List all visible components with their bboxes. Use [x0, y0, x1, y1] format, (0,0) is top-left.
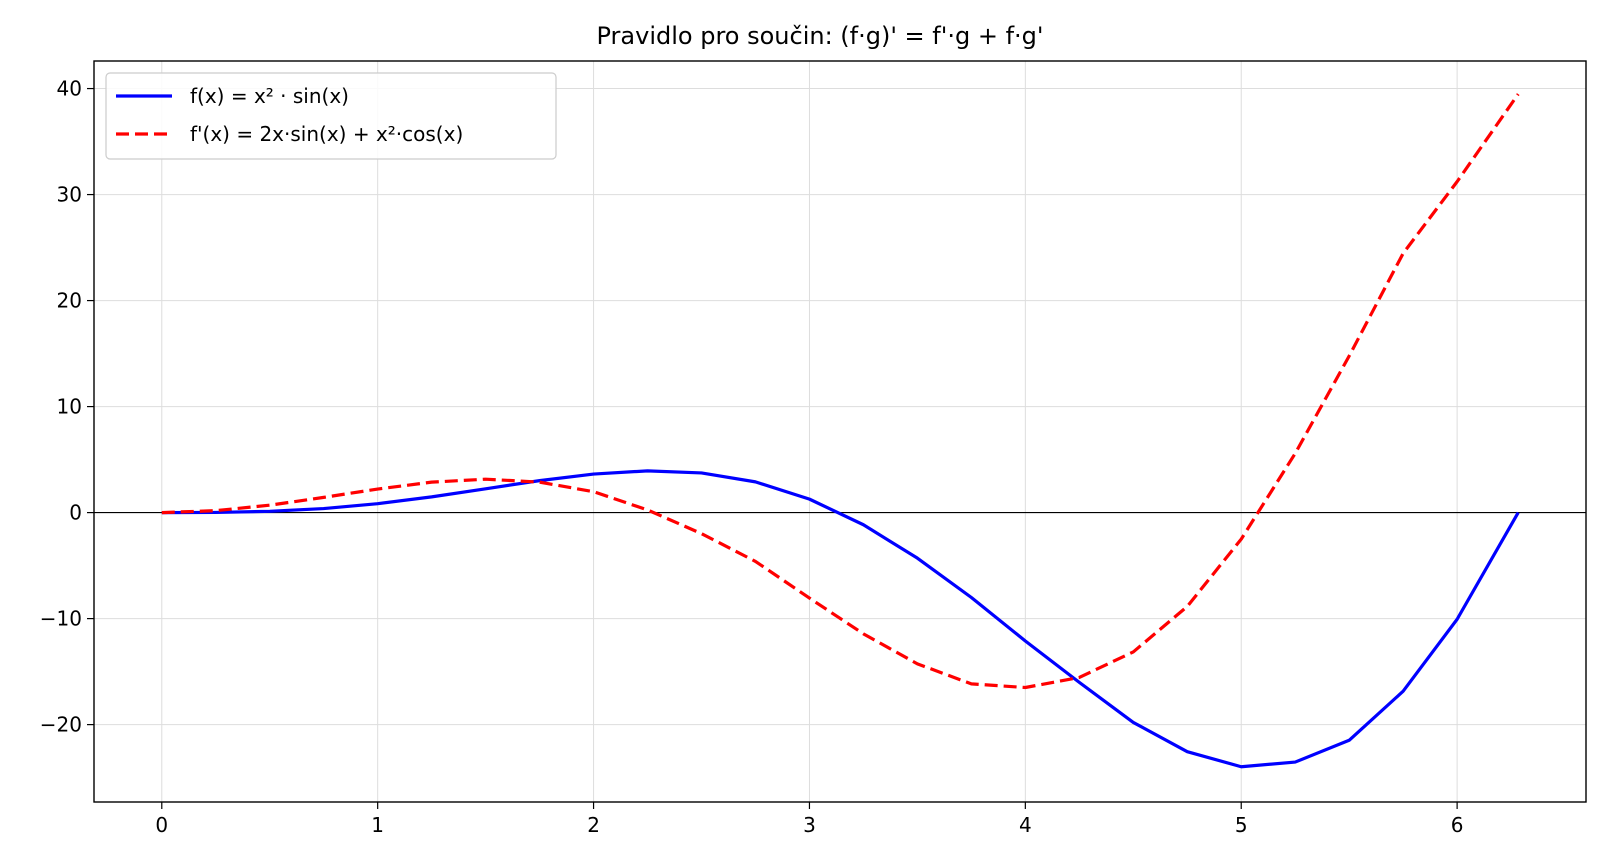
legend-label-0: f(x) = x² · sin(x)	[190, 84, 349, 108]
series-line-0	[161, 469, 1520, 769]
y-tick-label-6: 40	[57, 77, 82, 101]
series-layer	[161, 93, 1520, 769]
legend: f(x) = x² · sin(x) f'(x) = 2x·sin(x) + x²…	[105, 72, 557, 160]
y-tick-label-4: 20	[57, 289, 82, 313]
x-tick-label-3: 3	[803, 813, 816, 837]
x-tick-label-4: 4	[1019, 813, 1032, 837]
grid-layer	[94, 61, 1586, 802]
legend-label-1: f'(x) = 2x·sin(x) + x²·cos(x)	[190, 122, 463, 146]
y-tick-label-2: 0	[69, 501, 82, 525]
axis-layer: 0 1 2 3 4 5 6 −20 −10 0 10 20 30 40	[40, 77, 1464, 837]
y-tick-label-3: 10	[57, 395, 82, 419]
legend-box	[105, 72, 557, 160]
chart-title: Pravidlo pro součin: (f·g)' = f'·g + f·g…	[597, 22, 1044, 50]
plot-frame	[93, 60, 1587, 803]
x-tick-label-6: 6	[1451, 813, 1464, 837]
y-tick-label-5: 30	[57, 183, 82, 207]
y-tick-label-1: −10	[40, 607, 82, 631]
x-tick-label-0: 0	[155, 813, 168, 837]
series-line-1	[161, 93, 1520, 690]
y-tick-label-0: −20	[40, 713, 82, 737]
x-tick-label-5: 5	[1235, 813, 1248, 837]
x-tick-label-2: 2	[587, 813, 600, 837]
x-tick-label-1: 1	[371, 813, 384, 837]
